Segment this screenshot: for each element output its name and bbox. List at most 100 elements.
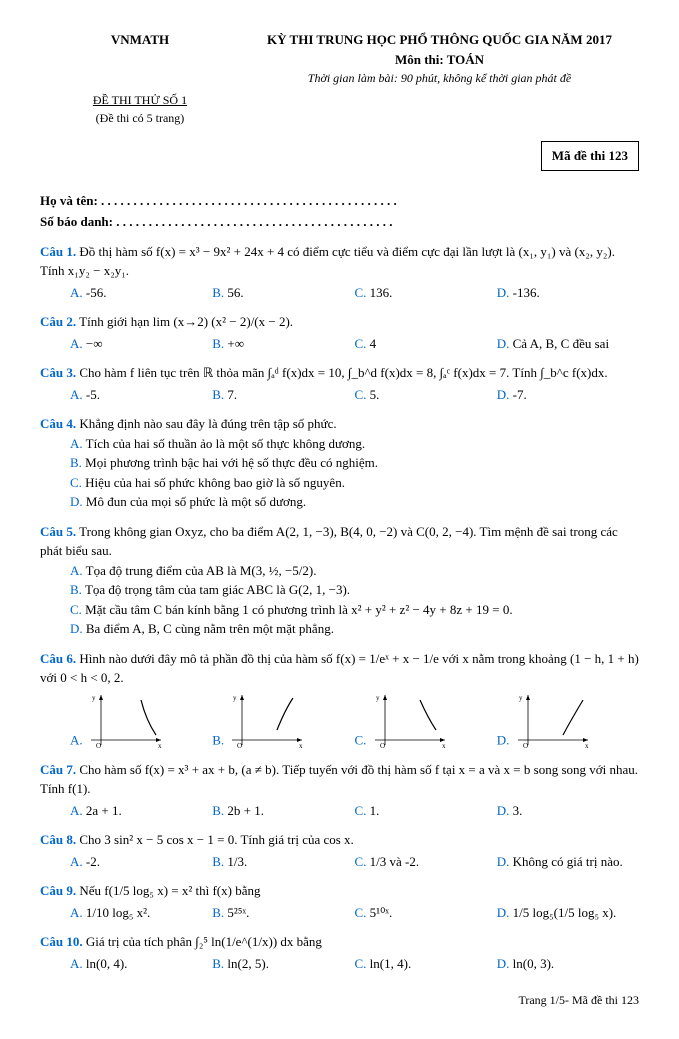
choice: C. ln(1, 4). [355, 954, 497, 974]
choice: D. 3. [497, 801, 639, 821]
choice: B. 2b + 1. [212, 801, 354, 821]
choice: C. 1/3 và -2. [355, 852, 497, 872]
choice: D. 1/5 log₅(1/5 log₅ x). [497, 903, 639, 923]
exam-number: ĐỀ THI THỬ SỐ 1 [40, 91, 240, 109]
question-sub: C. Mặt cầu tâm C bán kính bằng 1 có phươ… [40, 600, 639, 620]
choice: B. +∞ [212, 334, 354, 354]
question-text: Đồ thị hàm số f(x) = x³ − 9x² + 24x + 4 … [40, 244, 615, 279]
question-text: Giá trị của tích phân ∫₂⁵ ln(1/e^(1/x)) … [86, 934, 322, 949]
question-label: Câu 7. [40, 762, 76, 777]
question: Câu 7. Cho hàm số f(x) = x³ + ax + b, (a… [40, 760, 639, 821]
choice: B. 1/3. [212, 852, 354, 872]
question-text: Hình nào dưới đây mô tả phần đồ thị của … [40, 651, 639, 686]
question-text: Nếu f(1/5 log₅ x) = x² thì f(x) bằng [79, 883, 260, 898]
header: VNMATH KỲ THI TRUNG HỌC PHỔ THÔNG QUỐC G… [40, 30, 639, 87]
svg-text:y: y [376, 694, 380, 702]
choice-graph: B. Oxy [212, 690, 354, 750]
choice-graph: D. Oxy [497, 690, 639, 750]
question-sub: B. Tọa độ trọng tâm của tam giác ABC là … [40, 580, 639, 600]
svg-text:y: y [92, 694, 96, 702]
choice: C. 5¹⁰ˣ. [355, 903, 497, 923]
question-label: Câu 5. [40, 524, 76, 539]
svg-text:O: O [380, 742, 385, 750]
question-sub: C. Hiệu của hai số phức không bao giờ là… [40, 473, 639, 493]
choice: A. ln(0, 4). [70, 954, 212, 974]
choice: A. −∞ [70, 334, 212, 354]
sub-header: ĐỀ THI THỬ SỐ 1 (Đề thi có 5 trang) [40, 91, 639, 127]
choice-row: A. -56.B. 56.C. 136.D. -136. [40, 283, 639, 303]
choice: B. 56. [212, 283, 354, 303]
choice: C. 4 [355, 334, 497, 354]
choice: D. -136. [497, 283, 639, 303]
question-text: Cho 3 sin² x − 5 cos x − 1 = 0. Tính giá… [79, 832, 353, 847]
question: Câu 4. Khẳng định nào sau đây là đúng tr… [40, 414, 639, 512]
choice-row: A. -5.B. 7.C. 5.D. -7. [40, 385, 639, 405]
question-text: Cho hàm f liên tục trên ℝ thỏa mãn ∫ₐᵈ f… [79, 365, 607, 380]
question: Câu 1. Đồ thị hàm số f(x) = x³ − 9x² + 2… [40, 242, 639, 303]
question: Câu 9. Nếu f(1/5 log₅ x) = x² thì f(x) b… [40, 881, 639, 922]
question: Câu 8. Cho 3 sin² x − 5 cos x − 1 = 0. T… [40, 830, 639, 871]
exam-code-box: Mã đề thi 123 [541, 141, 639, 171]
choice-row: A. 1/10 log₅ x².B. 5²⁵ˣ.C. 5¹⁰ˣ.D. 1/5 l… [40, 903, 639, 923]
page-footer: Trang 1/5- Mã đề thi 123 [40, 991, 639, 1009]
exam-number-block: ĐỀ THI THỬ SỐ 1 (Đề thi có 5 trang) [40, 91, 240, 127]
exam-title: KỲ THI TRUNG HỌC PHỔ THÔNG QUỐC GIA NĂM … [240, 30, 639, 50]
question-label: Câu 10. [40, 934, 83, 949]
choice-row: A. -2.B. 1/3.C. 1/3 và -2.D. Không có gi… [40, 852, 639, 872]
choice: C. 5. [355, 385, 497, 405]
question-sub: B. Mọi phương trình bậc hai với hệ số th… [40, 453, 639, 473]
choice-row: A. ln(0, 4).B. ln(2, 5).C. ln(1, 4).D. l… [40, 954, 639, 974]
question-sub: A. Tọa độ trung điểm của AB là M(3, ½, −… [40, 561, 639, 581]
question-sub: A. Tích của hai số thuần ảo là một số th… [40, 434, 639, 454]
question-label: Câu 1. [40, 244, 76, 259]
choice: B. ln(2, 5). [212, 954, 354, 974]
question: Câu 3. Cho hàm f liên tục trên ℝ thỏa mã… [40, 363, 639, 404]
question-label: Câu 6. [40, 651, 76, 666]
name-line: Họ và tên: . . . . . . . . . . . . . . .… [40, 191, 639, 211]
id-line: Số báo danh: . . . . . . . . . . . . . .… [40, 212, 639, 232]
questions-container: Câu 1. Đồ thị hàm số f(x) = x³ − 9x² + 2… [40, 242, 639, 974]
question-label: Câu 4. [40, 416, 76, 431]
choice: A. -56. [70, 283, 212, 303]
svg-text:O: O [96, 742, 101, 750]
svg-text:y: y [519, 694, 523, 702]
choice-row: A. 2a + 1.B. 2b + 1.C. 1.D. 3. [40, 801, 639, 821]
svg-text:O: O [523, 742, 528, 750]
choice: A. -5. [70, 385, 212, 405]
choice: A. 1/10 log₅ x². [70, 903, 212, 923]
question-label: Câu 8. [40, 832, 76, 847]
question-text: Trong không gian Oxyz, cho ba điểm A(2, … [40, 524, 618, 559]
choice: C. 1. [355, 801, 497, 821]
svg-text:x: x [585, 742, 589, 750]
choice-row: A. −∞B. +∞C. 4D. Cả A, B, C đều sai [40, 334, 639, 354]
choice: A. -2. [70, 852, 212, 872]
choice-row: A. OxyB. OxyC. OxyD. Oxy [40, 690, 639, 750]
choice: A. 2a + 1. [70, 801, 212, 821]
question: Câu 2. Tính giới hạn lim (x→2) (x² − 2)/… [40, 312, 639, 353]
question-label: Câu 9. [40, 883, 76, 898]
choice-graph: C. Oxy [355, 690, 497, 750]
pages-note: (Đề thi có 5 trang) [40, 109, 240, 127]
svg-text:O: O [237, 742, 242, 750]
question-sub: D. Ba điểm A, B, C cùng nằm trên một mặt… [40, 619, 639, 639]
question: Câu 5. Trong không gian Oxyz, cho ba điể… [40, 522, 639, 639]
choice: D. ln(0, 3). [497, 954, 639, 974]
choice: D. -7. [497, 385, 639, 405]
org-name: VNMATH [40, 30, 240, 87]
exam-header: KỲ THI TRUNG HỌC PHỔ THÔNG QUỐC GIA NĂM … [240, 30, 639, 87]
svg-text:y: y [233, 694, 237, 702]
question-sub: D. Mô đun của mọi số phức là một số dươn… [40, 492, 639, 512]
question-text: Tính giới hạn lim (x→2) (x² − 2)/(x − 2)… [79, 314, 293, 329]
choice: C. 136. [355, 283, 497, 303]
question-label: Câu 2. [40, 314, 76, 329]
question-label: Câu 3. [40, 365, 76, 380]
choice: B. 7. [212, 385, 354, 405]
choice: D. Cả A, B, C đều sai [497, 334, 639, 354]
exam-time: Thời gian làm bài: 90 phút, không kể thờ… [240, 69, 639, 87]
exam-subject: Môn thi: TOÁN [240, 50, 639, 70]
question: Câu 10. Giá trị của tích phân ∫₂⁵ ln(1/e… [40, 932, 639, 973]
choice: B. 5²⁵ˣ. [212, 903, 354, 923]
choice: D. Không có giá trị nào. [497, 852, 639, 872]
choice-graph: A. Oxy [70, 690, 212, 750]
question-text: Khẳng định nào sau đây là đúng trên tập … [79, 416, 336, 431]
